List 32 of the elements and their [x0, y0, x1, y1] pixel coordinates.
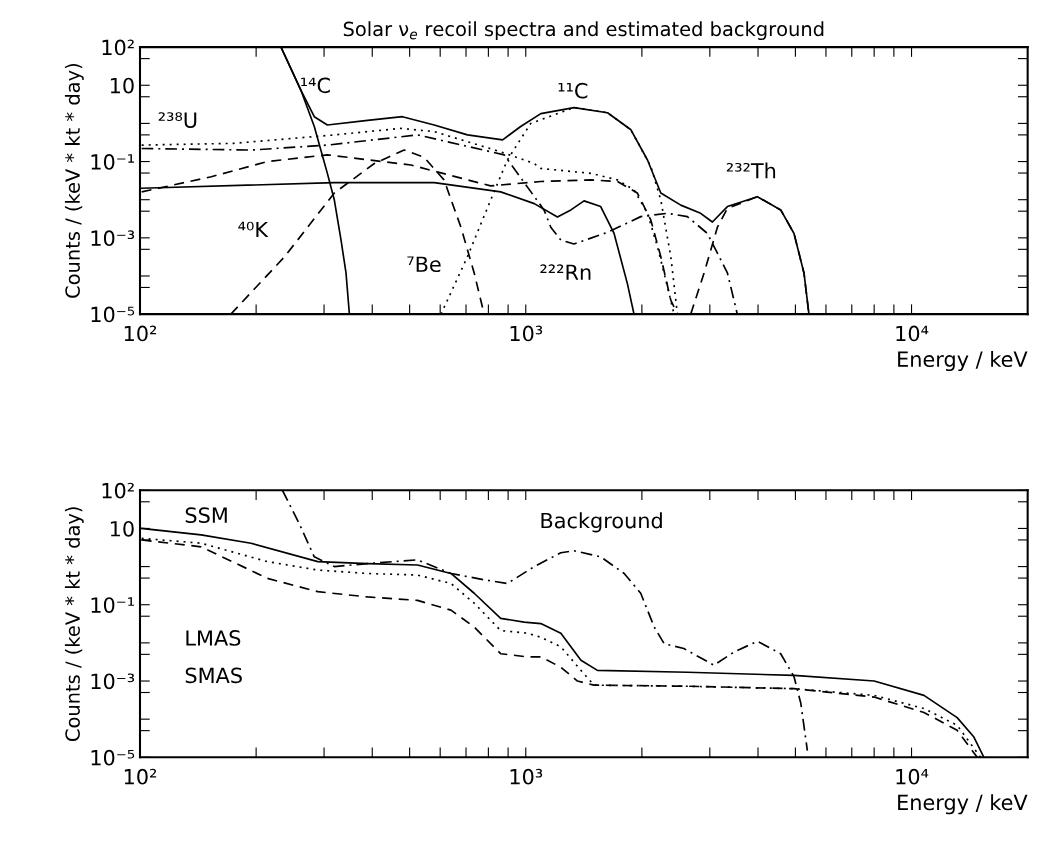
- y-tick-label: 10⁻³: [91, 230, 135, 247]
- y-axis-title: Counts / (keV * kt * day): [64, 507, 84, 742]
- annotation: SMAS: [185, 667, 242, 684]
- y-tick-label: 10⁻³: [91, 673, 135, 690]
- y-tick-label: 10⁻⁵: [91, 306, 135, 323]
- y-tick-label: 10²: [102, 482, 134, 499]
- y-tick-label: 10⁻¹: [91, 597, 134, 613]
- y-tick-label: 10: [110, 520, 134, 537]
- x-tick-label: 10²: [124, 325, 157, 342]
- annotation: Background: [541, 512, 662, 533]
- y-tick-label: 10⁻⁵: [91, 749, 135, 766]
- annotation: LMAS: [186, 630, 241, 646]
- x-tick-label: 10⁴: [896, 768, 929, 785]
- x-tick-label: 10⁴: [896, 325, 929, 342]
- annotation: ²³⁸U: [158, 112, 197, 128]
- x-tick-label: 10³: [510, 768, 543, 785]
- x-axis-title: Energy / keV: [898, 350, 1028, 372]
- chart-title: Solar ν$_{e}$ recoil spectra and estimated background: [343, 21, 824, 41]
- x-axis-title: Energy / keV: [898, 794, 1028, 815]
- y-tick-label: 10: [110, 77, 134, 94]
- y-tick-label: 10²: [102, 39, 134, 56]
- y-axis-title: Counts / (keV * kt * day): [64, 63, 84, 298]
- x-tick-label: 10²: [124, 768, 157, 785]
- annotation: ¹¹C: [558, 82, 588, 99]
- annotation: SSM: [185, 507, 227, 524]
- annotation: ⁴⁰K: [238, 221, 269, 238]
- x-tick-label: 10³: [510, 325, 543, 342]
- annotation: ²³²Th: [726, 162, 776, 179]
- annotation: ²²²Rn: [540, 264, 591, 280]
- y-tick-label: 10⁻¹: [91, 154, 134, 170]
- annotation: ¹⁴C: [301, 77, 330, 94]
- annotation: ⁷Be: [407, 256, 441, 273]
